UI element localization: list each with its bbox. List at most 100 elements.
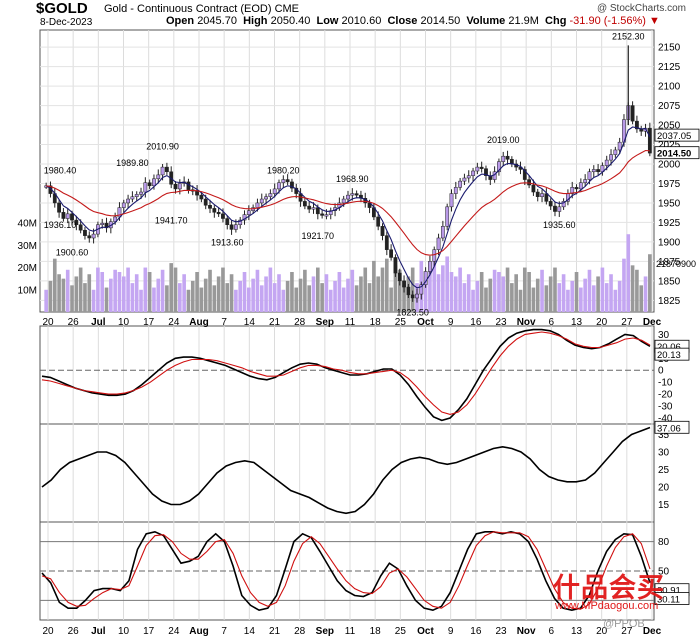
candle-body	[259, 198, 264, 204]
volume-bar	[548, 276, 553, 312]
candle-body	[221, 213, 225, 219]
candle-body	[561, 201, 566, 208]
volume-bar	[182, 274, 186, 312]
macd-y-tick-label: -10	[658, 378, 673, 389]
candle-body	[613, 149, 618, 155]
volume-bar	[363, 267, 368, 312]
price-annotation: 1936.10	[44, 220, 77, 230]
volume-bar	[156, 278, 161, 312]
volume-bar	[389, 287, 393, 312]
candle-body	[277, 182, 281, 190]
volume-bar	[87, 274, 92, 312]
volume-bar	[126, 267, 130, 312]
candle-body	[113, 216, 118, 222]
volume-bar	[441, 265, 445, 312]
candle-body	[587, 171, 592, 180]
price-y-tick-label: 2025	[658, 140, 681, 151]
volume-bar	[169, 263, 174, 312]
x-tick-label-top: Oct	[417, 317, 434, 328]
volume-y-tick-label: 20M	[18, 263, 37, 274]
volume-bar	[445, 256, 449, 312]
macd-last-box	[654, 347, 690, 361]
price-pane-frame	[39, 29, 655, 313]
macd-y-tick-label: 30	[658, 330, 670, 341]
candle-body	[264, 196, 268, 200]
volume-bar	[488, 278, 493, 312]
volume-bar	[484, 287, 488, 312]
x-tick-label-top: 14	[244, 317, 256, 328]
candle-body	[126, 198, 130, 204]
volume-bar	[307, 285, 312, 312]
x-tick-label-top: 21	[269, 317, 281, 328]
volume-bar	[402, 285, 406, 312]
candle-body	[436, 237, 441, 250]
volume-bar	[475, 280, 480, 312]
volume-bar	[346, 278, 350, 312]
candle-body	[156, 174, 161, 180]
candle-body	[471, 170, 475, 176]
symbol-title: $GOLD	[36, 0, 88, 17]
price-annotation: 1980.20	[267, 165, 300, 175]
stochastic-last-box	[654, 592, 690, 605]
last-price-box	[654, 128, 700, 142]
candle-body	[449, 193, 454, 208]
x-tick-label-bottom: Nov	[517, 626, 536, 637]
candle-body	[578, 182, 583, 190]
candle-body	[160, 166, 165, 176]
volume-bar	[216, 276, 221, 312]
x-tick-label-top: Dec	[643, 317, 662, 328]
volume-bar	[501, 276, 506, 312]
volume-bar	[579, 287, 583, 312]
rsi-y-tick-label: 15	[658, 500, 670, 511]
volume-bar	[544, 285, 549, 312]
volume-bar	[380, 267, 385, 312]
candle-body	[591, 169, 596, 173]
price-y-tick-label: 2000	[658, 159, 681, 170]
candle-body	[346, 194, 350, 200]
volume-bar	[147, 272, 152, 312]
price-y-tick-label: 1950	[658, 198, 681, 209]
volume-bar	[74, 276, 79, 312]
volume-bar	[225, 283, 230, 312]
candle-body	[152, 178, 156, 187]
volume-bar	[104, 287, 109, 312]
volume-bar	[134, 274, 139, 312]
volume-bar	[453, 276, 458, 312]
candle-body	[484, 168, 488, 176]
x-tick-label-bottom: Oct	[417, 626, 434, 637]
price-y-tick-label: 1900	[658, 237, 681, 248]
rsi-y-tick-label: 20	[658, 483, 670, 494]
price-annotation: 2152.30	[612, 31, 645, 41]
volume-bar	[613, 289, 618, 312]
price-y-tick-label: 1925	[658, 218, 681, 229]
volume-bar	[531, 287, 536, 312]
volume-bar	[70, 285, 74, 312]
price-y-tick-label: 1875	[658, 257, 681, 268]
volume-bar	[566, 289, 570, 312]
slow-moving-average-line	[46, 149, 650, 256]
rsi-y-tick-label: 30	[658, 448, 670, 459]
candle-body	[440, 226, 445, 239]
candle-body	[83, 229, 87, 236]
x-tick-label-bottom: 24	[168, 626, 180, 637]
stochastic-y-tick-label: 50	[658, 567, 670, 578]
volume-bar	[229, 274, 234, 312]
candle-body	[432, 249, 437, 262]
symbol-description: Gold - Continuous Contract (EOD) CME	[104, 3, 300, 15]
volume-bar	[212, 285, 217, 312]
candle-body	[268, 193, 273, 197]
x-tick-label-bottom: 6	[549, 626, 555, 637]
volume-bar	[294, 287, 299, 312]
candle-body	[466, 175, 471, 179]
volume-bar	[449, 272, 454, 312]
price-annotation: 1823.50	[396, 307, 429, 317]
volume-bar	[160, 269, 165, 312]
candle-body	[315, 207, 320, 215]
candle-body	[548, 201, 553, 207]
candle-body	[535, 191, 540, 197]
x-tick-label-bottom: Jul	[91, 626, 106, 637]
price-y-tick-label: 2075	[658, 101, 681, 112]
x-tick-label-bottom: 27	[621, 626, 633, 637]
volume-bar	[471, 289, 475, 312]
volume-bar	[609, 274, 613, 312]
